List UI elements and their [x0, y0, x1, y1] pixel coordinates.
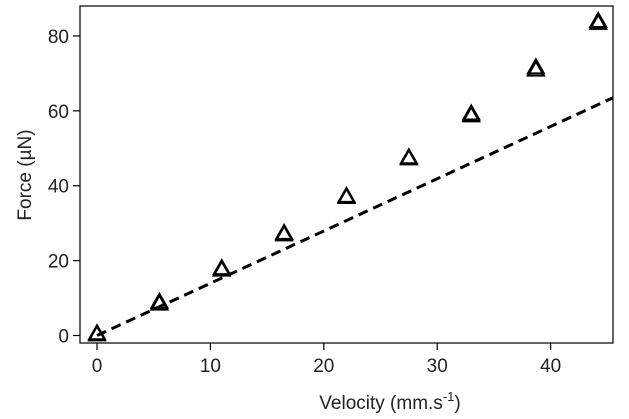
ticks-layer: 0 10 20 30 40 0 20 40 60 80: [48, 27, 561, 377]
data-point-triangle: [149, 291, 170, 309]
data-point-triangle: [526, 59, 546, 77]
y-tick-label: 80: [48, 27, 69, 48]
data-point-triangle: [526, 57, 546, 75]
y-axis-label: Force (µN): [15, 129, 36, 220]
y-tick-label: 40: [48, 177, 69, 198]
data-point-triangle: [588, 10, 608, 28]
x-tick-label: 10: [200, 356, 221, 377]
data-points-layer: [87, 10, 608, 342]
x-axis-label: Velocity (mm.s-1): [319, 389, 460, 414]
data-point-triangle: [336, 185, 357, 203]
data-point-triangle: [399, 147, 419, 165]
y-tick-label: 20: [48, 252, 69, 273]
y-tick-label: 0: [58, 327, 69, 348]
data-point-triangle: [274, 222, 294, 240]
data-point-triangle: [87, 323, 107, 341]
data-point-triangle: [212, 258, 232, 276]
fit-line-layer: [96, 96, 614, 337]
fit-line: [96, 96, 614, 337]
data-point-triangle: [461, 103, 481, 121]
x-tick-label: 40: [540, 356, 561, 377]
plot-frame: [79, 5, 614, 344]
y-tick-label: 60: [48, 102, 69, 123]
x-tick-label: 30: [427, 356, 448, 377]
x-tick-label: 20: [313, 356, 334, 377]
x-tick-label: 0: [92, 356, 103, 377]
